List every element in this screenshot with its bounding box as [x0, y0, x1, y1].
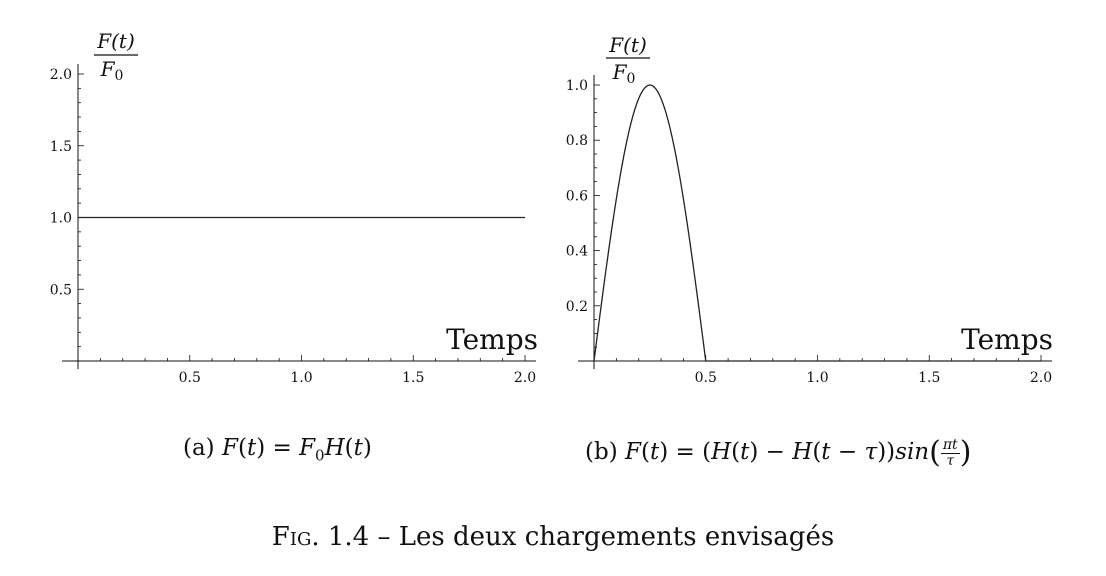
y-tick-label: 0.4	[566, 244, 588, 260]
caption-b-fraction: πt τ	[940, 436, 960, 469]
panel-b-ylabel-numerator: F(t)	[608, 33, 647, 57]
figure-caption-label: Fig.	[271, 522, 320, 552]
panel-b-xlabel: Temps	[961, 323, 1053, 356]
caption-b-pi: π	[942, 436, 953, 453]
caption-a-prefix: (a)	[183, 435, 215, 461]
y-tick-label: 0.8	[566, 133, 588, 149]
figure-svg: 0.5 1.0 1.5 2.00.51.01.52.0 F(t) F0 Temps 0…	[50, 29, 1053, 386]
x-tick-label: 2.0	[514, 370, 536, 386]
caption-b-t2: t	[821, 439, 831, 465]
figure-caption-dash: –	[377, 522, 391, 552]
panel-b-ylabel-denominator: F0	[612, 60, 636, 87]
x-tick-label: 1.5	[402, 370, 424, 386]
caption-a-F: F	[221, 435, 238, 461]
x-tick-label: 1.0	[806, 370, 828, 386]
panel-a: 0.5 1.0 1.5 2.0 0.5 1.0 1.5 2.0 F(t) F0 Temps	[50, 29, 538, 386]
caption-b-minus2: −	[837, 439, 858, 465]
panel-b-ylabel: F(t) F0	[606, 33, 650, 87]
caption-b-prefix: (b)	[585, 439, 618, 465]
caption-a-eq: =	[272, 435, 292, 461]
panel-b: 0.5 1.0 1.5 2.0 0.2 0.4 0.6 0.8 1.0 F(t) F0 Temp…	[566, 33, 1053, 386]
figure-caption: Fig. 1.4 – Les deux chargements envisagé…	[0, 522, 1106, 552]
panel-a-ylabel-den: F	[100, 57, 116, 81]
panel-b-ylabel-den-sub: 0	[626, 71, 635, 87]
y-tick-label: 1.5	[50, 139, 72, 155]
x-tick-label: 1.0	[290, 370, 312, 386]
caption-a-sub0: 0	[315, 446, 325, 465]
caption-b-frac-t: t	[952, 436, 958, 453]
caption-b: (b) F(t) = (H(t) − H(t − τ))sin(πt τ)	[585, 435, 972, 470]
y-tick-label: 0.5	[50, 282, 72, 298]
caption-b-t: t	[649, 439, 660, 465]
panel-a-xlabel: Temps	[446, 323, 538, 356]
y-tick-label: 1.0	[50, 211, 72, 227]
caption-a-t: t	[246, 435, 257, 461]
y-tick-label: 0.2	[566, 299, 588, 315]
x-tick-label: 0.5	[179, 370, 201, 386]
panel-b-series	[593, 84, 1041, 362]
x-tick-label: 1.5	[918, 370, 940, 386]
caption-a-t2: t	[353, 435, 363, 461]
caption-b-H1: H	[711, 439, 732, 465]
series-line	[593, 84, 1041, 362]
caption-b-F: F	[624, 439, 641, 465]
x-tick-label: 0.5	[695, 370, 717, 386]
panel-b-ylabel-den: F	[612, 60, 628, 84]
figure-caption-text: Les deux chargements envisagés	[398, 522, 835, 552]
caption-b-t1: t	[740, 439, 750, 465]
y-tick-label: 1.0	[566, 78, 588, 94]
caption-b-tau1: τ	[864, 439, 878, 465]
x-tick-label: 2.0	[1030, 370, 1052, 386]
panel-a-ylabel-denominator: F0	[100, 57, 124, 84]
caption-a: (a) F(t) = F0H(t)	[183, 435, 372, 465]
panel-a-ylabel-numerator: F(t)	[96, 29, 135, 53]
panel-a-ylabel: F(t) F0	[94, 29, 138, 84]
panel-a-ylabel-den-sub: 0	[114, 68, 123, 84]
caption-b-sin: sin	[895, 439, 930, 465]
caption-b-minus: −	[765, 439, 785, 465]
y-tick-label: 0.6	[566, 188, 588, 204]
caption-a-F0: F	[299, 435, 316, 461]
caption-b-H2: H	[792, 439, 813, 465]
caption-b-tau2: τ	[946, 452, 955, 469]
y-tick-label: 2.0	[50, 67, 72, 83]
caption-a-H: H	[324, 435, 345, 461]
caption-b-eq: =	[675, 439, 695, 465]
figure-caption-number: 1.4	[327, 522, 370, 552]
panel-a-axes: 0.5 1.0 1.5 2.0 0.5 1.0 1.5 2.0	[50, 64, 536, 386]
